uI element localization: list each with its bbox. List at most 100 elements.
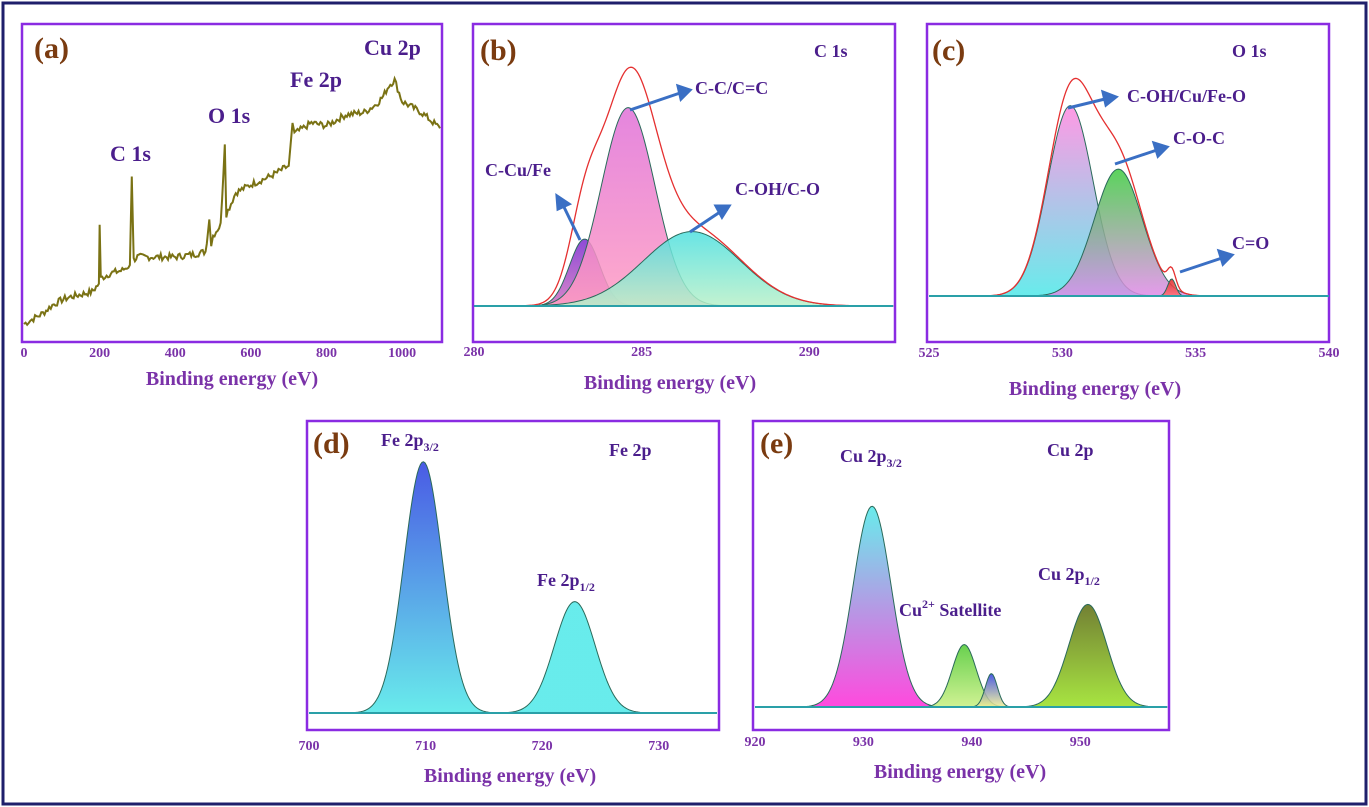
- fe2p12-main: Fe 2p: [537, 570, 580, 590]
- peak-component: [309, 601, 717, 714]
- panel-c-title: O 1s: [1232, 41, 1267, 61]
- fe2p32-sub: 3/2: [424, 440, 439, 454]
- panel-d-plot: [309, 461, 717, 714]
- panel-e-label-satellite: Cu2+ Satellite: [899, 597, 1001, 620]
- peak-component: [474, 231, 894, 307]
- peak-component: [309, 461, 717, 714]
- panel-b-label-c-oh: C-OH/C-O: [735, 179, 820, 199]
- panel-c-letter: (c): [932, 34, 965, 67]
- panel-a-peak-c1s: C 1s: [110, 141, 151, 166]
- panel-b-xlabel: Binding energy (eV): [584, 372, 756, 394]
- panel-a: 0 200 400 600 800 1000 (a) C 1s O 1s Fe 2p Cu…: [20, 22, 444, 390]
- x-tick-label: 535: [1185, 346, 1206, 361]
- arrowhead-coh: [1100, 89, 1119, 108]
- panel-e-border: [751, 419, 1171, 732]
- panel-c-arrows: [1067, 89, 1235, 274]
- arrow-c-c: [629, 91, 681, 112]
- x-tick-label: 600: [240, 346, 261, 361]
- sat-main: Cu: [899, 600, 922, 620]
- panel-b: 280 285 290 (b) C 1s C-Cu/Fe C-C/C=C C-OH/…: [464, 22, 897, 394]
- survey-spectrum-line: [23, 75, 441, 327]
- arrow-coh: [1067, 97, 1106, 110]
- panel-d: 700 710 720 730 (d) Fe 2p Fe 2p3/2 Fe 2p1/2…: [299, 419, 721, 787]
- panel-c-label-coh: C-OH/Cu/Fe-O: [1127, 86, 1246, 106]
- panel-d-border: [305, 419, 721, 732]
- x-tick-label: 200: [89, 346, 110, 361]
- panel-e-plot: [755, 505, 1168, 708]
- panel-c: 525 530 535 540 (c) O 1s C-OH/Cu/Fe-O C-O-C…: [919, 22, 1340, 400]
- panel-c-plot: [929, 77, 1329, 297]
- x-tick-label: 540: [1319, 346, 1340, 361]
- arrow-c-cu-fe: [561, 204, 582, 241]
- x-tick-label: 710: [415, 739, 436, 754]
- sat-rest: Satellite: [935, 600, 1001, 620]
- panel-b-letter: (b): [480, 34, 517, 67]
- x-tick-label: 950: [1070, 735, 1091, 750]
- panel-a-border: [20, 22, 444, 344]
- x-tick-label: 525: [919, 346, 940, 361]
- panel-a-plot: [23, 75, 441, 327]
- panel-a-letter: (a): [34, 32, 69, 65]
- panel-b-plot: [474, 66, 894, 307]
- arrowhead-c-oh: [713, 204, 732, 220]
- panel-c-border: [925, 22, 1331, 344]
- panel-d-xlabel: Binding energy (eV): [424, 765, 596, 787]
- x-tick-label: 400: [165, 346, 186, 361]
- x-tick-label: 0: [21, 346, 28, 361]
- x-tick-label: 720: [532, 739, 553, 754]
- x-tick-label: 730: [648, 739, 669, 754]
- arrow-coc: [1114, 148, 1158, 166]
- envelope-line: [474, 66, 894, 307]
- x-tick-label: 930: [853, 735, 874, 750]
- fe2p12-sub: 1/2: [580, 580, 595, 594]
- panel-d-ticks: 700 710 720 730: [299, 739, 670, 754]
- panel-e-label-cu2p12: Cu 2p1/2: [1038, 564, 1100, 588]
- x-tick-label: 700: [299, 739, 320, 754]
- x-tick-label: 530: [1052, 346, 1073, 361]
- panel-b-arrows: [555, 83, 732, 241]
- arrow-co: [1179, 256, 1223, 274]
- panel-c-label-coc: C-O-C: [1173, 128, 1225, 148]
- panel-d-title: Fe 2p: [609, 440, 652, 460]
- panel-c-xlabel: Binding energy (eV): [1009, 378, 1181, 400]
- x-tick-label: 1000: [388, 346, 416, 361]
- cu2p12-main: Cu 2p: [1038, 564, 1085, 584]
- panel-c-ticks: 525 530 535 540: [919, 346, 1340, 361]
- panel-e-letter: (e): [760, 427, 793, 460]
- panel-a-xlabel: Binding energy (eV): [146, 368, 318, 390]
- panel-e-ticks: 920 930 940 950: [745, 735, 1091, 750]
- x-tick-label: 285: [631, 345, 652, 360]
- panel-b-label-c-c: C-C/C=C: [695, 78, 768, 98]
- panel-d-label-fe2p12: Fe 2p1/2: [537, 570, 595, 594]
- panel-e: 920 930 940 950 (e) Cu 2p Cu 2p3/2 Cu2+ Sat…: [745, 419, 1171, 783]
- cu2p32-main: Cu 2p: [840, 446, 887, 466]
- cu2p12-sub: 1/2: [1085, 574, 1100, 588]
- arrowhead-co: [1216, 248, 1235, 267]
- panel-a-peak-o1s: O 1s: [208, 103, 251, 128]
- x-tick-label: 280: [464, 345, 485, 360]
- panel-e-label-cu2p32: Cu 2p3/2: [840, 446, 902, 470]
- x-tick-label: 800: [316, 346, 337, 361]
- panel-b-border: [471, 22, 897, 344]
- panel-a-peak-fe2p: Fe 2p: [290, 67, 342, 92]
- fe2p32-main: Fe 2p: [381, 430, 424, 450]
- panel-d-letter: (d): [313, 427, 350, 460]
- arrow-c-oh: [689, 210, 721, 234]
- panel-e-title: Cu 2p: [1047, 440, 1094, 460]
- panel-b-title: C 1s: [814, 41, 848, 61]
- panel-d-label-fe2p32: Fe 2p3/2: [381, 430, 439, 454]
- panel-b-label-c-cu-fe: C-Cu/Fe: [485, 160, 551, 180]
- sat-sup: 2+: [922, 597, 935, 611]
- panel-c-label-co: C=O: [1232, 233, 1269, 253]
- x-tick-label: 940: [961, 735, 982, 750]
- arrowhead-coc: [1151, 140, 1170, 159]
- arrowhead-c-cu-fe: [555, 193, 573, 212]
- panel-a-peak-cu2p: Cu 2p: [364, 35, 421, 60]
- arrowhead-c-c: [675, 83, 693, 102]
- panel-e-xlabel: Binding energy (eV): [874, 761, 1046, 783]
- panel-b-ticks: 280 285 290: [464, 345, 820, 360]
- x-tick-label: 920: [745, 735, 766, 750]
- x-tick-label: 290: [799, 345, 820, 360]
